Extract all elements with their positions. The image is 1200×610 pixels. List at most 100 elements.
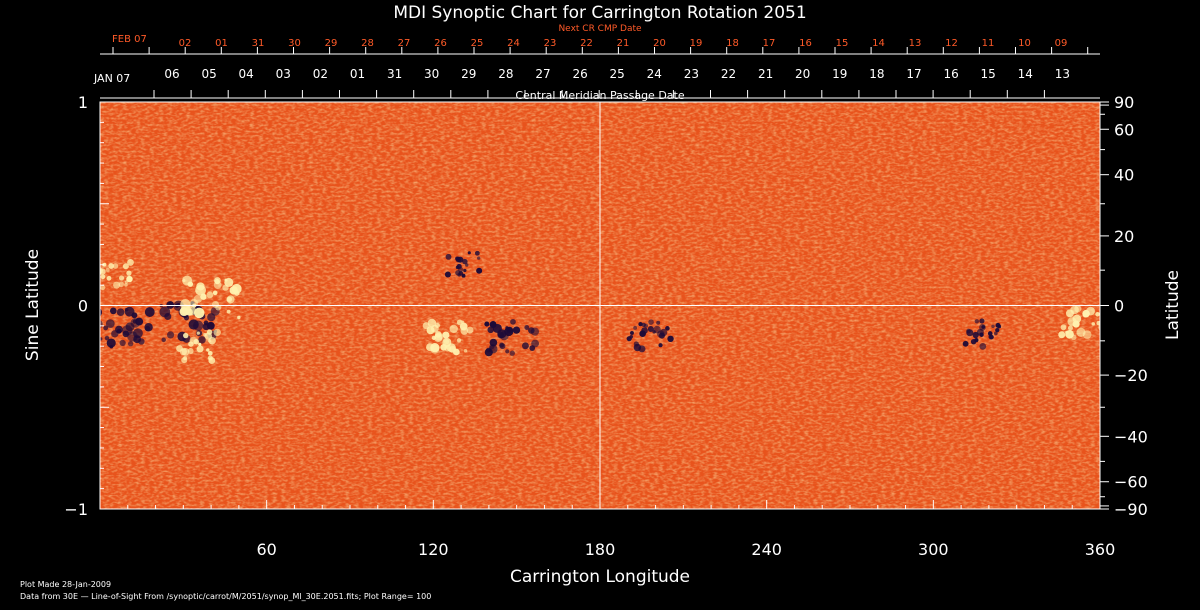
active-region-blob <box>122 325 133 336</box>
active-region-blob <box>972 331 979 339</box>
active-region-blob <box>1091 322 1095 326</box>
next-date-label: 15 <box>836 38 849 49</box>
active-region-blob <box>497 332 504 339</box>
active-region-blob <box>193 294 202 304</box>
active-region-blob <box>1095 311 1100 317</box>
active-region-blob <box>187 281 194 287</box>
active-region-blob <box>106 275 112 281</box>
active-region-blob <box>442 337 452 347</box>
right-axis: 90 60 40 20 0 −20 −40 −60 −90 <box>1100 93 1148 519</box>
top-axis-label: Central Meridian Passage Date <box>515 89 684 102</box>
top-date-label: 30 <box>424 67 439 81</box>
active-region-blob <box>203 332 207 337</box>
active-region-blob <box>638 321 643 327</box>
next-cr-date-axis: 02 01 31 30 29 28 27 26 25 24 23 22 21 20 19 18 17 16 15 14… <box>100 38 1100 55</box>
active-region-blob <box>505 349 510 354</box>
active-region-blob <box>100 319 103 329</box>
active-region-blob <box>214 279 220 285</box>
active-region-blob <box>974 338 979 343</box>
left-axis: 1 0 −1 <box>64 93 109 519</box>
left-axis-label: Sine Latitude <box>23 249 43 361</box>
cmp-date-axis: 06 05 04 03 02 01 31 30 29 28 27 26 25 24 23 22 21 20 19 18… <box>100 67 1100 99</box>
right-tick-label: −60 <box>1114 473 1148 492</box>
next-date-label: 21 <box>617 38 630 49</box>
active-region-blob <box>974 319 980 324</box>
active-region-blob <box>206 291 214 299</box>
active-region-blob <box>667 335 674 343</box>
chart-title: MDI Synoptic Chart for Carrington Rotati… <box>393 3 806 23</box>
right-tick-label: 90 <box>1114 93 1134 112</box>
active-region-blob <box>1067 325 1073 331</box>
top-date-label: 03 <box>276 67 291 81</box>
active-region-blob <box>122 263 129 270</box>
active-region-blob <box>445 253 452 260</box>
active-region-blob <box>176 303 181 307</box>
active-region-blob <box>463 348 468 353</box>
active-region-blob <box>979 318 985 324</box>
active-region-blob <box>489 338 498 347</box>
right-tick-label: 40 <box>1114 166 1134 185</box>
active-region-blob <box>1107 315 1112 320</box>
left-tick-label: 1 <box>78 93 88 112</box>
active-region-blob <box>524 325 530 331</box>
active-region-blob <box>476 267 483 274</box>
active-region-blob <box>179 307 189 317</box>
active-region-blob <box>206 329 213 335</box>
active-region-blob <box>226 296 233 303</box>
next-date-label: 24 <box>507 38 520 49</box>
active-region-blob <box>113 281 121 289</box>
active-region-blob <box>104 335 110 341</box>
active-region-blob <box>226 309 231 314</box>
active-region-blob <box>504 326 514 337</box>
top-date-label: 27 <box>535 67 550 81</box>
active-region-blob <box>1096 320 1100 326</box>
next-date-label: 25 <box>471 38 484 49</box>
active-region-blob <box>211 300 220 309</box>
active-region-blob <box>100 274 106 280</box>
active-region-blob <box>499 343 506 350</box>
active-region-blob <box>643 323 648 328</box>
active-region-blob <box>459 322 468 331</box>
active-region-blob <box>181 357 188 364</box>
active-region-blob <box>100 284 106 291</box>
active-region-blob <box>458 271 464 276</box>
next-date-label: 01 <box>215 38 228 49</box>
active-region-blob <box>626 336 632 342</box>
active-region-blob <box>528 327 535 334</box>
active-region-blob <box>127 259 134 266</box>
top-date-label: 29 <box>461 67 476 81</box>
active-region-blob <box>105 267 110 272</box>
active-region-blob <box>183 315 190 321</box>
active-region-blob <box>1082 330 1092 339</box>
active-region-blob <box>124 306 135 317</box>
right-tick-label: −40 <box>1114 427 1148 446</box>
top-date-label: 19 <box>832 67 847 81</box>
active-region-blob <box>144 323 153 332</box>
active-region-blob <box>430 324 439 333</box>
x-tick-label: 60 <box>256 540 276 559</box>
x-axis-label: Carrington Longitude <box>510 567 690 587</box>
active-region-blob <box>1105 307 1114 316</box>
active-region-blob <box>1082 309 1090 318</box>
active-region-blob <box>196 345 204 353</box>
active-region-blob <box>989 334 994 340</box>
active-region-blob <box>106 338 116 348</box>
active-region-blob <box>109 307 117 315</box>
active-region-blob <box>111 330 119 338</box>
next-date-label: 31 <box>252 38 265 49</box>
next-cr-axis-label: Next CR CMP Date <box>558 24 642 34</box>
active-region-blob <box>118 275 125 281</box>
active-region-blob <box>658 332 666 339</box>
active-region-blob <box>108 263 115 269</box>
x-tick-label: 180 <box>585 540 616 559</box>
active-region-blob <box>124 282 128 287</box>
data-source-note: Data from 30E — Line-of-Sight From /syno… <box>20 592 432 601</box>
top-date-label: 06 <box>164 67 179 81</box>
active-region-blob <box>463 268 467 273</box>
right-tick-label: −90 <box>1114 500 1148 519</box>
active-region-blob <box>488 344 498 354</box>
next-date-label: 28 <box>361 38 374 49</box>
x-axis: 60 120 180 240 300 360 <box>99 500 1115 559</box>
active-region-blob <box>656 320 661 325</box>
